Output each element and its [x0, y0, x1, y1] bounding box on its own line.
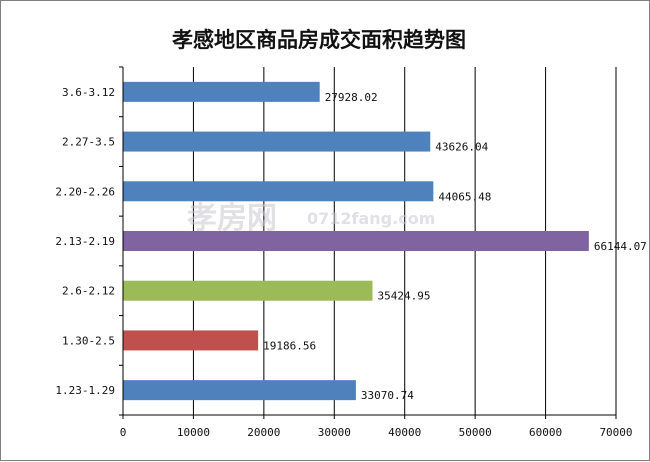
bar-value-label: 43626.04: [435, 141, 488, 154]
y-category-label: 1.30-2.5: [62, 334, 115, 347]
bar-value-label: 66144.07: [594, 240, 647, 253]
bar-value-label: 44065.48: [438, 190, 491, 203]
bar: [123, 81, 320, 102]
y-category-label: 2.6-2.12: [62, 285, 115, 298]
bar-value-label: 27928.02: [325, 91, 378, 104]
x-tick-label: 70000: [599, 426, 632, 439]
bar: [123, 280, 373, 301]
watermark-url: 0712fang.com: [307, 209, 435, 228]
bar: [123, 231, 589, 251]
bar: [123, 330, 259, 351]
labels: 0 10000 20000 30000 40000 50000 60000 70000 3307…: [55, 86, 646, 439]
y-category-label: 3.6-3.12: [62, 86, 115, 99]
x-tick-label: 20000: [247, 426, 280, 439]
x-tick-label: 0: [120, 426, 127, 439]
chart-title: 孝感地区商品房成交面积趋势图: [172, 28, 466, 52]
y-category-label: 2.13-2.19: [55, 235, 115, 248]
y-category-label: 2.20-2.26: [55, 185, 115, 198]
watermark-brand: 孝房网: [187, 201, 277, 236]
bar-value-label: 35424.95: [377, 290, 430, 303]
bar: [123, 181, 434, 202]
x-tick-label: 50000: [459, 426, 492, 439]
bar-value-label: 19186.56: [263, 339, 316, 352]
bar: [123, 131, 431, 152]
bars: [123, 81, 589, 401]
bar-value-label: 33070.74: [361, 389, 414, 402]
axes: [119, 66, 617, 419]
x-tick-label: 30000: [318, 426, 351, 439]
x-tick-label: 60000: [529, 426, 562, 439]
x-tick-label: 40000: [388, 426, 421, 439]
y-category-label: 1.23-1.29: [55, 384, 115, 397]
y-category-label: 2.27-3.5: [62, 136, 115, 149]
bar: [123, 380, 356, 401]
watermark: 孝房网 0712fang.com: [187, 201, 435, 236]
x-tick-label: 10000: [177, 426, 210, 439]
